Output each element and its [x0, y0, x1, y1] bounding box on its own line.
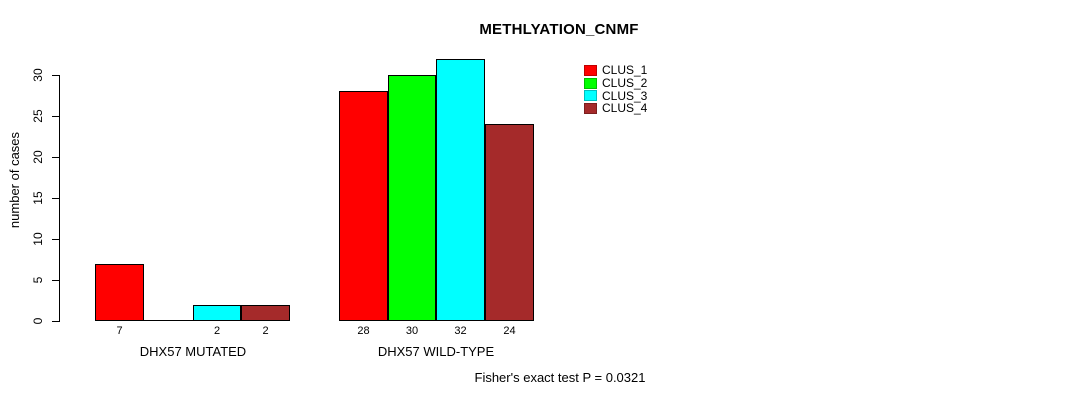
bar-value-label: 30	[405, 325, 419, 337]
legend-swatch-icon	[584, 64, 597, 76]
y-tick	[52, 198, 59, 199]
legend-swatch-icon	[584, 90, 597, 102]
bar-clus_3-dhx57-wild-type	[436, 59, 485, 321]
x-category-label: DHX57 WILD-TYPE	[377, 344, 495, 359]
y-tick-label: 10	[31, 232, 45, 246]
bar-clus_4-dhx57-mutated	[241, 305, 290, 321]
bar-clus_3-dhx57-mutated	[193, 305, 241, 321]
y-tick	[52, 157, 59, 158]
bar-value-label: 2	[262, 325, 269, 337]
y-tick	[52, 75, 59, 76]
bar-clus_1-dhx57-mutated	[95, 264, 144, 321]
chart-title: METHLYATION_CNMF	[479, 21, 639, 38]
bar-clus_2-dhx57-wild-type	[388, 75, 436, 321]
y-axis-line	[59, 75, 60, 322]
bar-clus_4-dhx57-wild-type	[485, 124, 534, 321]
y-tick	[52, 239, 59, 240]
legend-label: CLUS_3	[602, 88, 648, 103]
y-tick-label: 25	[31, 109, 45, 123]
legend-item-clus_1: CLUS_1	[584, 64, 647, 77]
legend-label: CLUS_4	[602, 101, 648, 116]
bar-value-label: 7	[116, 325, 123, 337]
y-tick-label: 5	[31, 276, 45, 284]
bar-zero-clus_2	[144, 320, 193, 321]
legend-item-clus_2: CLUS_2	[584, 77, 647, 90]
x-category-label: DHX57 MUTATED	[139, 344, 247, 359]
y-tick-label: 15	[31, 191, 45, 205]
legend: CLUS_1 CLUS_2 CLUS_3 CLUS_4	[584, 64, 647, 115]
bar-clus_1-dhx57-wild-type	[339, 91, 388, 321]
bar-value-label: 32	[454, 325, 467, 337]
y-tick-label: 0	[31, 317, 45, 325]
bar-value-label: 2	[213, 325, 221, 337]
legend-label: CLUS_1	[602, 63, 648, 78]
y-tick-label: 30	[31, 68, 45, 82]
bar-value-label: 24	[503, 325, 516, 337]
legend-swatch-icon	[584, 77, 597, 89]
y-tick-label: 20	[31, 150, 45, 164]
y-tick	[52, 116, 59, 117]
y-tick	[52, 280, 59, 281]
legend-label: CLUS_2	[602, 76, 648, 91]
fisher-test-annotation: Fisher's exact test P = 0.0321	[474, 370, 646, 385]
bar-value-label: 28	[357, 325, 370, 337]
legend-item-clus_3: CLUS_3	[584, 89, 647, 102]
y-tick	[52, 321, 59, 322]
legend-item-clus_4: CLUS_4	[584, 102, 647, 115]
legend-swatch-icon	[584, 102, 597, 114]
